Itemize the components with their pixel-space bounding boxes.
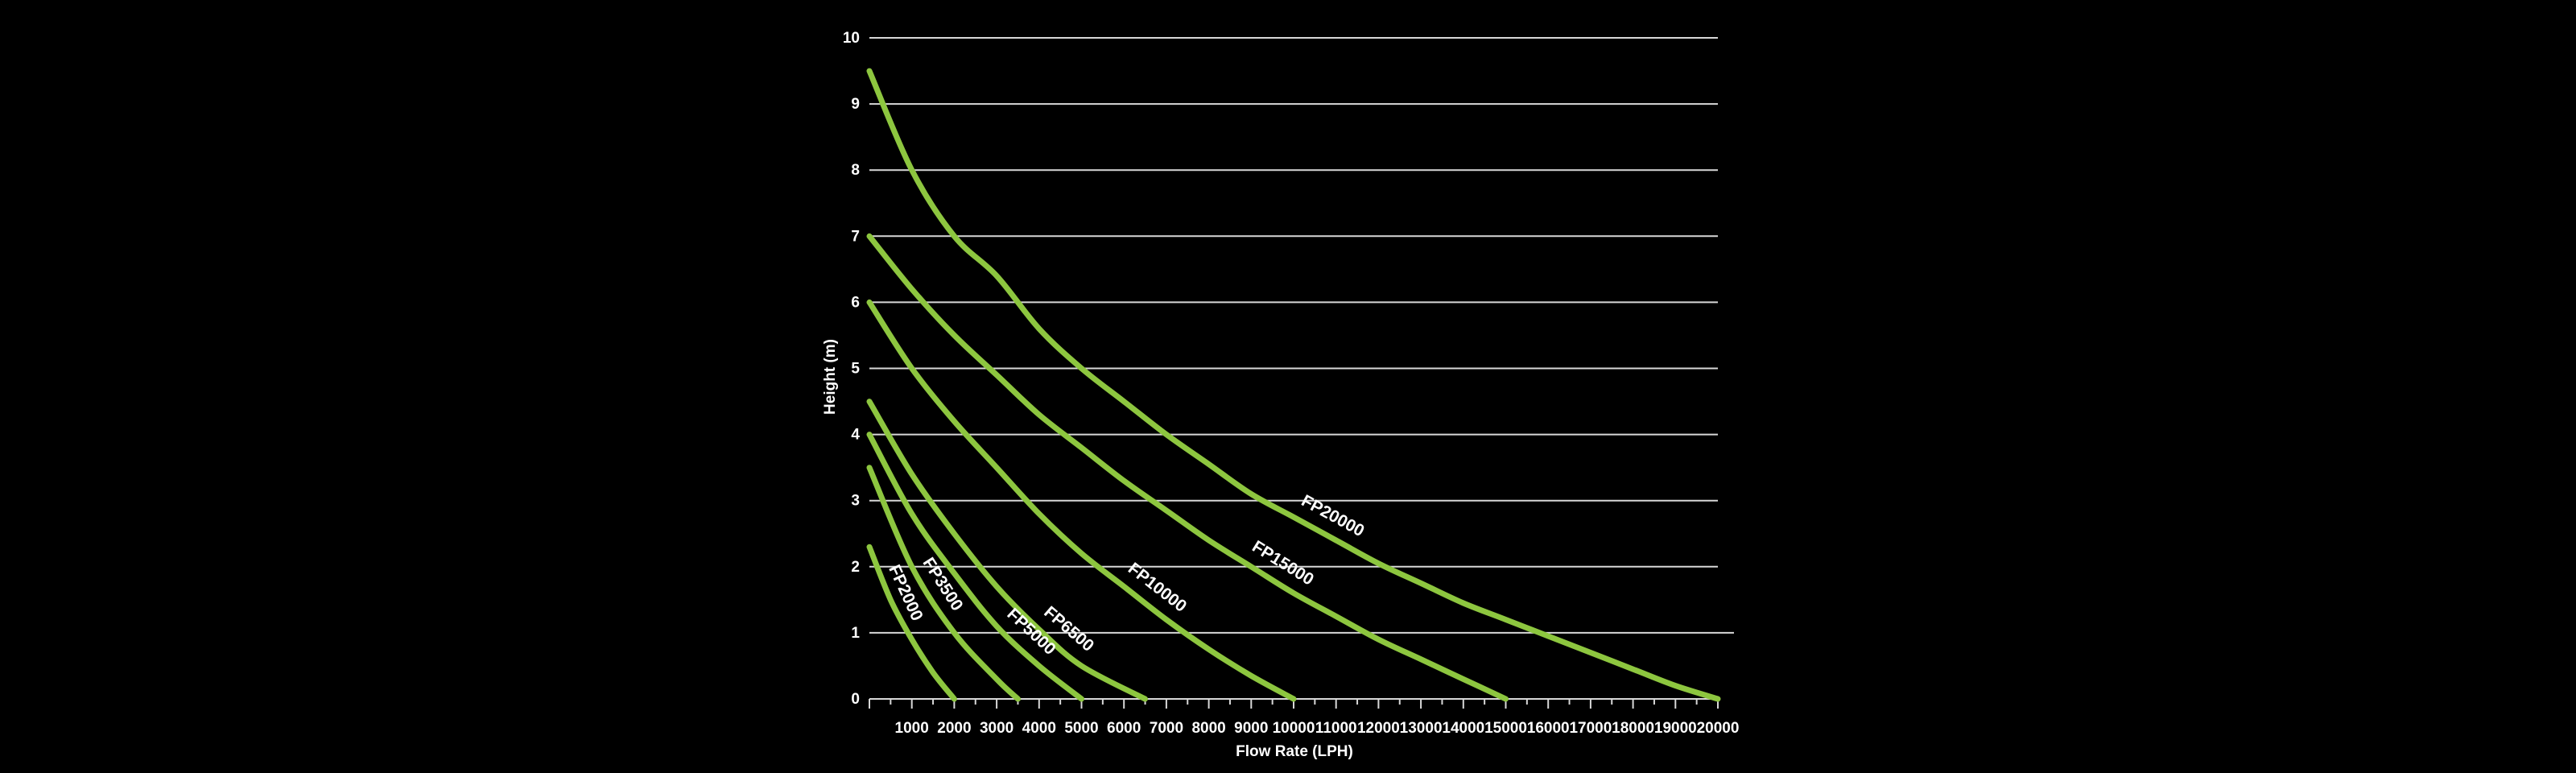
x-tick-label: 7000 [1150, 720, 1183, 737]
y-axis-title: Height (m) [822, 339, 839, 415]
x-tick-label: 1000 [895, 720, 929, 737]
y-tick-label: 0 [851, 691, 860, 708]
series-line-fp20000 [866, 68, 1721, 702]
y-tick-label: 8 [851, 162, 860, 179]
x-axis-tick-labels: 1000 2000 3000 4000 5000 6000 7000 8000 9000 1000… [895, 720, 1740, 737]
horizontal-gridlines [869, 37, 1734, 634]
x-tick-label: 18000 [1612, 720, 1654, 737]
series-label-fp2000: FP2000 [885, 562, 927, 623]
y-tick-label: 5 [851, 361, 860, 378]
x-tick-label: 5000 [1064, 720, 1098, 737]
series-line-fp5000 [866, 432, 1084, 702]
x-tick-label: 12000 [1357, 720, 1400, 737]
series-line-fp10000 [866, 299, 1297, 702]
series-line-fp3500 [866, 465, 1021, 702]
x-axis-title: Flow Rate (LPH) [1236, 743, 1353, 760]
series-label-fp15000: FP15000 [1249, 537, 1317, 589]
series-label-fp10000: FP10000 [1125, 559, 1190, 616]
x-tick-label: 8000 [1191, 720, 1225, 737]
y-axis-tick-labels: 0 1 2 3 4 5 6 7 8 9 10 [843, 30, 861, 708]
x-tick-label: 4000 [1022, 720, 1056, 737]
x-tick-label: 11000 [1315, 720, 1357, 737]
x-tick-label: 19000 [1654, 720, 1697, 737]
y-tick-label: 9 [851, 96, 860, 113]
y-tick-label: 4 [851, 427, 860, 444]
x-tick-label: 2000 [937, 720, 971, 737]
series-lines [866, 68, 1721, 702]
series-label-fp20000: FP20000 [1298, 491, 1368, 540]
y-tick-label: 7 [851, 228, 860, 245]
x-tick-label: 9000 [1234, 720, 1268, 737]
series-line-fp6500 [866, 399, 1148, 702]
y-tick-label: 1 [851, 625, 860, 642]
y-tick-label: 10 [843, 30, 860, 47]
x-tick-label: 14000 [1442, 720, 1484, 737]
y-tick-label: 2 [851, 559, 860, 576]
x-tick-label: 20000 [1697, 720, 1740, 737]
y-tick-label: 3 [851, 493, 860, 510]
x-tick-label: 3000 [980, 720, 1013, 737]
x-tick-label: 6000 [1107, 720, 1141, 737]
x-tick-label: 15000 [1484, 720, 1527, 737]
series-line-fp15000 [866, 233, 1509, 702]
x-tick-label: 16000 [1527, 720, 1570, 737]
x-tick-label: 17000 [1569, 720, 1612, 737]
series-line-fp2000 [866, 544, 957, 702]
x-tick-label: 10000 [1273, 720, 1315, 737]
x-tick-label: 13000 [1400, 720, 1443, 737]
y-tick-label: 6 [851, 294, 860, 311]
